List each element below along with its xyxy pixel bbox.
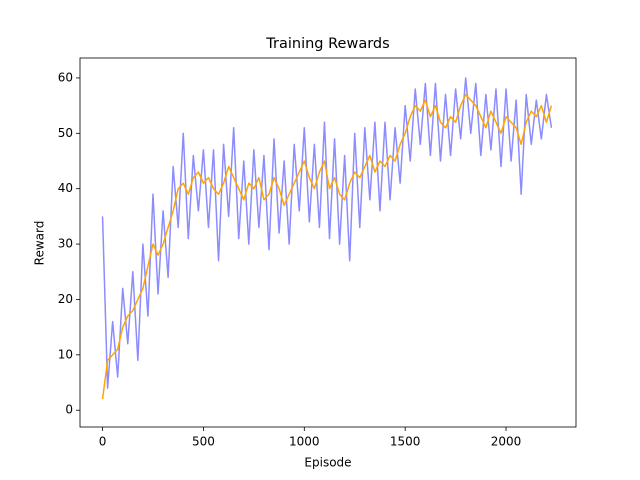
y-tick-label: 10 bbox=[58, 347, 73, 361]
y-tick-label: 0 bbox=[65, 403, 73, 417]
series-line bbox=[101, 77, 553, 389]
x-tick-label: 1500 bbox=[390, 435, 421, 449]
chart-title: Training Rewards bbox=[265, 36, 389, 52]
y-tick-label: 50 bbox=[58, 126, 73, 140]
x-tick-label: 1000 bbox=[289, 435, 320, 449]
y-tick-label: 40 bbox=[58, 181, 73, 195]
y-tick-label: 30 bbox=[58, 237, 73, 251]
x-tick-label: 0 bbox=[99, 435, 107, 449]
y-axis-label: Reward bbox=[33, 221, 47, 266]
y-tick-label: 60 bbox=[58, 70, 73, 84]
x-axis-label: Episode bbox=[304, 456, 351, 470]
plot-frame bbox=[79, 57, 577, 428]
y-tick-label: 20 bbox=[58, 292, 73, 306]
x-tick-label: 2000 bbox=[491, 435, 522, 449]
series-line bbox=[101, 93, 553, 400]
x-tick-label: 500 bbox=[192, 435, 215, 449]
